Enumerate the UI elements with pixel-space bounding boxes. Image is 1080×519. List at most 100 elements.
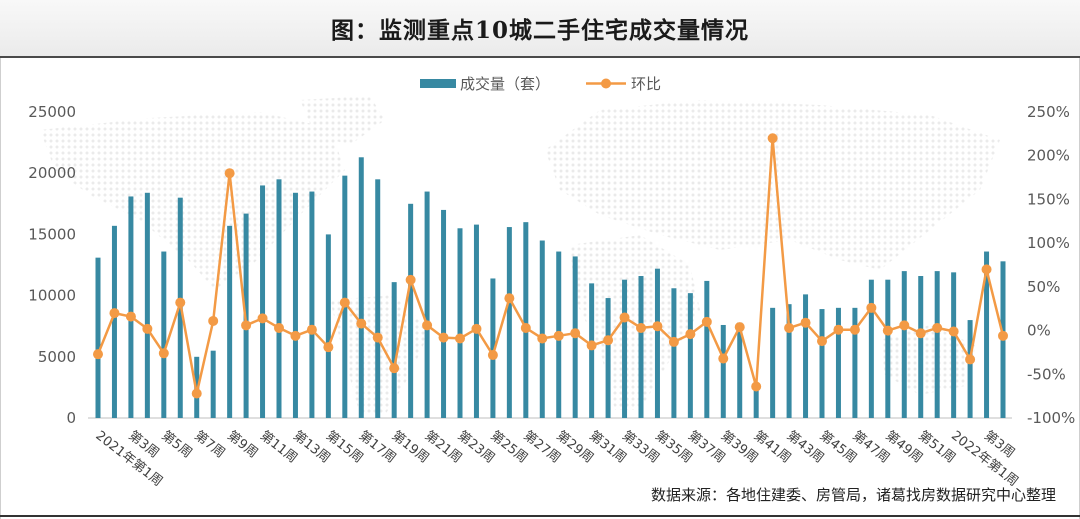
x-tick-label: 第41周 xyxy=(751,428,794,466)
legend-label-line: 环比 xyxy=(631,75,661,93)
bar xyxy=(885,279,891,418)
x-tick-label: 第33周 xyxy=(619,428,662,466)
line-point xyxy=(339,297,350,308)
bar xyxy=(391,282,397,418)
source-note: 数据来源：各地住建委、房管局，诸葛找房数据研究中心整理 xyxy=(650,486,1056,504)
line-point xyxy=(224,168,235,179)
y-right-tick-label: -50% xyxy=(1027,365,1066,383)
bar xyxy=(753,383,759,418)
bar xyxy=(375,179,381,418)
line-point xyxy=(932,322,943,333)
map-eurasia xyxy=(545,100,1000,270)
bar xyxy=(589,283,595,418)
x-tick-label: 第13周 xyxy=(290,428,333,466)
line-point xyxy=(93,349,103,360)
bar xyxy=(852,307,858,418)
y-left-tick-label: 0 xyxy=(66,409,76,427)
y-right-tick-label: 0% xyxy=(1027,322,1051,340)
line-point xyxy=(372,332,383,343)
x-tick-label: 第31周 xyxy=(586,428,629,466)
bar xyxy=(506,227,512,418)
x-tick-label: 第39周 xyxy=(718,428,761,466)
line-point xyxy=(306,324,317,335)
line-point xyxy=(948,326,959,337)
line-point xyxy=(718,353,729,364)
bar xyxy=(819,309,825,418)
y-left-tick-label: 25000 xyxy=(28,103,76,121)
y-left-tick-label: 15000 xyxy=(28,225,76,243)
line-point xyxy=(323,342,334,353)
line-point xyxy=(537,333,548,344)
bar xyxy=(292,192,298,418)
bar xyxy=(984,251,990,418)
line-point xyxy=(520,322,531,333)
y-right-tick-label: 50% xyxy=(1027,278,1060,296)
bar xyxy=(523,222,529,418)
line-point xyxy=(866,302,877,313)
bar xyxy=(276,179,282,418)
bar xyxy=(227,225,233,418)
bar xyxy=(654,268,660,418)
x-tick-label: 第25周 xyxy=(487,428,530,466)
x-tick-label: 第9周 xyxy=(224,428,260,461)
line-point xyxy=(800,317,811,328)
x-tick-label: 第29周 xyxy=(553,428,596,466)
y-left-tick-label: 5000 xyxy=(38,348,76,366)
y-right-tick-label: 200% xyxy=(1027,147,1070,165)
line-point xyxy=(734,322,745,333)
bar xyxy=(408,203,414,418)
line-point xyxy=(274,322,284,333)
bar xyxy=(260,185,266,418)
bar xyxy=(128,196,134,418)
line-point xyxy=(553,330,564,341)
x-tick-label: 第49周 xyxy=(882,428,925,466)
line-point xyxy=(751,381,762,392)
map-north-america xyxy=(40,112,345,290)
line-point xyxy=(208,315,219,326)
line-point xyxy=(701,316,712,327)
bar xyxy=(704,280,710,418)
line-point xyxy=(570,328,581,339)
legend: 成交量（套） 环比 xyxy=(420,75,661,93)
x-tick-label: 第21周 xyxy=(422,428,465,466)
bar xyxy=(720,324,726,418)
x-tick-label: 第51周 xyxy=(915,428,958,466)
line-point xyxy=(833,324,844,335)
line-point xyxy=(882,325,893,336)
line-point xyxy=(142,323,153,334)
line-point xyxy=(685,329,696,340)
line-point xyxy=(175,297,186,308)
x-axis-labels: 2021年第1周第3周第5周第7周第9周第11周第13周第15周第17周第19周… xyxy=(93,428,1021,489)
bar xyxy=(737,322,743,418)
legend-marker-line xyxy=(601,78,611,89)
line-point xyxy=(817,336,827,347)
x-tick-label: 第23周 xyxy=(455,428,498,466)
line-point xyxy=(455,333,465,344)
y-right-tick-label: -100% xyxy=(1027,409,1075,427)
x-tick-label: 第27周 xyxy=(520,428,563,466)
bottom-rule xyxy=(0,515,1080,517)
x-tick-label: 第37周 xyxy=(685,428,728,466)
bar xyxy=(490,278,496,418)
line-point xyxy=(915,328,926,339)
bar xyxy=(473,224,479,418)
line-point xyxy=(586,340,597,351)
x-tick-label: 第47周 xyxy=(849,428,892,466)
bar xyxy=(144,192,150,418)
line-point xyxy=(438,332,449,343)
bar xyxy=(325,234,331,418)
map-australia xyxy=(880,325,975,395)
line-point xyxy=(290,330,301,341)
bar xyxy=(770,307,776,418)
line-point xyxy=(109,308,120,319)
world-map-background xyxy=(40,96,1000,415)
line-point xyxy=(241,320,252,331)
line-point xyxy=(504,293,515,304)
legend-label-bars: 成交量（套） xyxy=(460,75,550,93)
y-left-tick-label: 10000 xyxy=(28,287,76,305)
x-tick-label: 第19周 xyxy=(389,428,432,466)
title-bar: 图：监测重点10城二手住宅成交量情况 xyxy=(0,0,1080,58)
x-tick-label: 第17周 xyxy=(356,428,399,466)
bar xyxy=(161,251,167,418)
map-greenland xyxy=(300,96,385,145)
